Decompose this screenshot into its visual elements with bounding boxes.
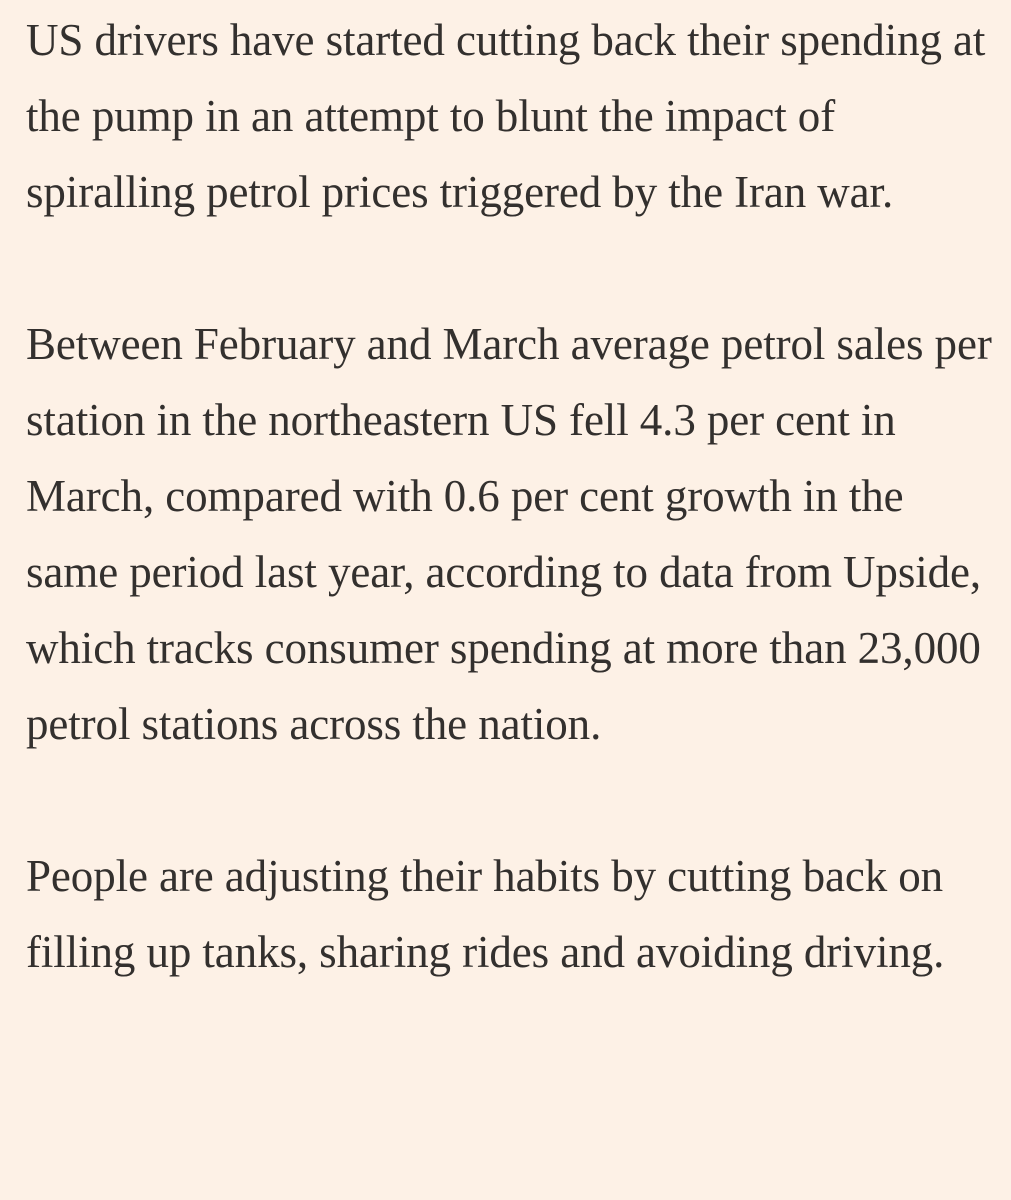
paragraph-intro: US drivers have started cutting back the… <box>26 15 986 217</box>
paragraph-sales-data: Between February and March average petro… <box>26 319 992 749</box>
paragraph-habits: People are adjusting their habits by cut… <box>26 851 945 977</box>
